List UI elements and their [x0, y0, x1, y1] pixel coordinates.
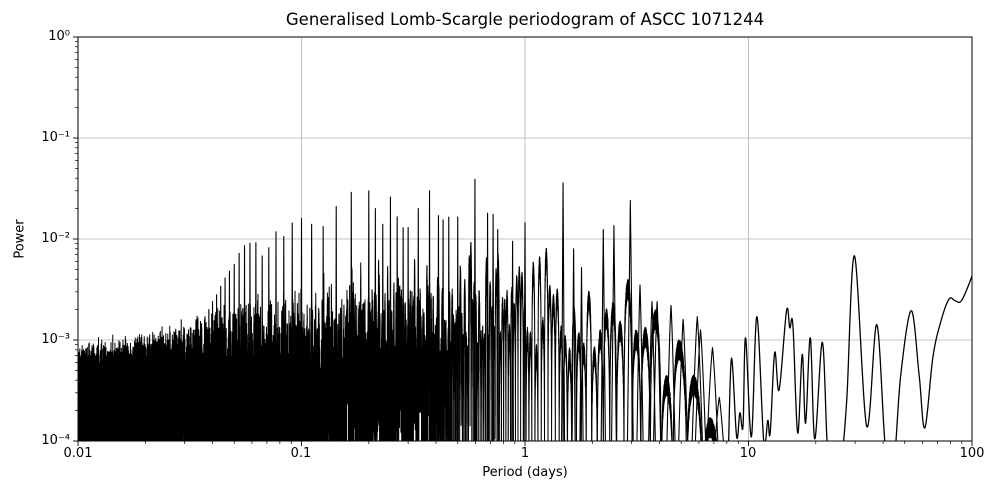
x-tick-label-0.01: 0.01: [63, 446, 93, 461]
chart-title: Generalised Lomb-Scargle periodogram of …: [285, 10, 765, 29]
x-tick-label-0.1: 0.1: [290, 446, 312, 461]
y-tick-label-1e-1: 10⁻¹: [41, 130, 70, 145]
y-tick-label-1e-2: 10⁻²: [41, 231, 70, 246]
y-tick-label-1e-4: 10⁻⁴: [41, 433, 70, 448]
x-tick-label-10: 10: [739, 446, 757, 461]
x-tick-label-1: 1: [520, 446, 530, 461]
x-axis-label: Period (days): [482, 465, 568, 480]
y-tick-label-1e0: 10⁰: [48, 29, 70, 44]
y-tick-label-1e-3: 10⁻³: [41, 332, 70, 347]
x-tick-label-100: 100: [959, 446, 985, 461]
